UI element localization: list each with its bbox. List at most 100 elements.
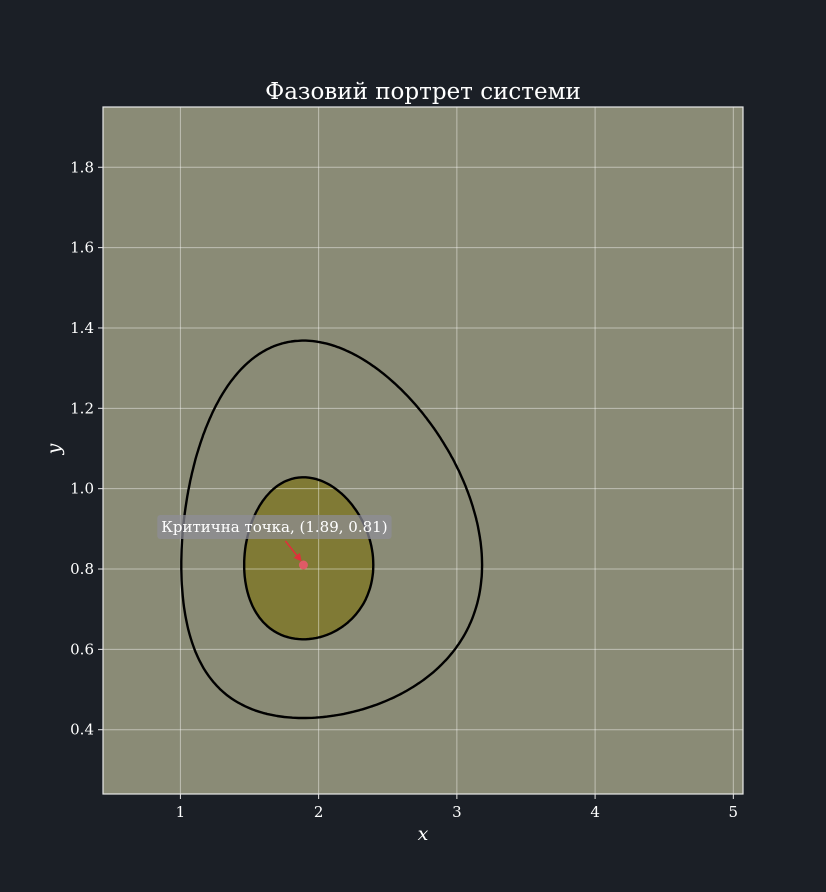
contour-band-cell [373,571,743,574]
contour-band-cell [103,697,743,700]
contour-band-cell [103,699,743,702]
contour-band-cell [103,177,743,180]
contour-band-cell [103,211,743,214]
contour-band-cell [103,547,246,550]
contour-band-cell [103,287,743,290]
contour-band-cell [103,291,743,294]
contour-band-cell [103,311,743,314]
contour-band-cell [103,323,743,326]
contour-band-cell [373,561,743,564]
contour-band-cell [263,621,350,624]
contour-band-cell [103,595,250,598]
critical-point-annotation: Критична точка, (1.89, 0.81) [157,515,392,570]
contour-band-cell [365,525,743,528]
y-tick-label: 1.0 [70,480,94,498]
contour-band-cell [349,501,743,504]
contour-band-cell [353,617,743,620]
contour-band-cell [355,507,743,510]
contour-band-cell [103,343,743,346]
contour-band-cell [103,127,743,130]
contour-band-cell [103,577,246,580]
contour-band-cell [103,385,743,388]
contour-band-cell [103,497,266,500]
contour-band-cell [103,759,743,762]
contour-band-cell [103,507,260,510]
contour-band-cell [103,277,743,280]
contour-band-cell [103,383,743,386]
contour-band-cell [371,587,743,590]
contour-band-cell [371,541,743,544]
contour-band-cell [369,589,743,592]
contour-band-cell [103,627,270,630]
contour-band-cell [259,617,354,620]
contour-band-cell [103,305,743,308]
contour-band-cell [245,563,374,566]
contour-band-cell [103,301,743,304]
contour-band-cell [103,711,743,714]
contour-band-cell [103,365,743,368]
contour-band-cell [103,771,743,774]
contour-band-cell [259,505,354,508]
contour-band-cell [103,319,743,322]
contour-band-cell [103,777,743,780]
contour-band-cell [103,189,743,192]
contour-band-cell [103,555,246,558]
contour-band-cell [103,171,743,174]
x-tick-label: 2 [314,803,324,821]
contour-band-cell [361,605,743,608]
contour-band-cell [103,475,743,478]
contour-band-cell [103,397,743,400]
contour-band-cell [103,509,258,512]
x-axis-ticks: 1 2 3 4 5 [176,794,738,821]
contour-band-cell [103,401,743,404]
y-tick-label: 1.4 [70,319,94,337]
contour-band-cell [103,559,246,562]
contour-band-cell [103,165,743,168]
contour-band-cell [103,237,743,240]
contour-band-cell [103,619,262,622]
contour-band-cell [103,173,743,176]
contour-band-cell [245,545,372,548]
contour-band-cell [103,133,743,136]
contour-band-cell [103,707,743,710]
contour-band-cell [103,221,743,224]
contour-band-cell [103,463,743,466]
contour-band-cell [103,147,743,150]
contour-band-cell [103,213,743,216]
contour-band-cell [103,269,743,272]
contour-band-cell [103,575,246,578]
contour-band-cell [103,649,743,652]
contour-band-cell [103,743,743,746]
contour-band-cell [103,155,743,158]
contour-band-cell [255,611,358,614]
contour-band-cell [103,111,743,114]
contour-band-cell [103,469,743,472]
contour-band-cell [103,569,246,572]
contour-band-cell [103,465,743,468]
contour-band-cell [369,593,743,596]
contour-band-cell [103,327,743,330]
contour-band-cell [349,621,743,624]
contour-band-cell [373,563,743,566]
contour-band-cell [103,775,743,778]
contour-band-cell [103,633,280,636]
contour-band-cell [103,767,743,770]
contour-band-cell [103,667,743,670]
y-tick-label: 0.6 [70,640,94,658]
contour-band-cell [245,559,374,562]
contour-band-cell [103,753,743,756]
contour-band-cell [103,193,743,196]
contour-band-cell [103,139,743,142]
x-tick-label: 1 [176,803,186,821]
contour-band-cell [251,601,366,604]
contour-band-cell [103,589,248,592]
contour-band-cell [103,503,262,506]
contour-band-cell [103,131,743,134]
contour-band-cell [371,585,743,588]
contour-band-cell [103,573,246,576]
contour-band-cell [103,669,743,672]
contour-band-cell [103,563,246,566]
contour-band-cell [103,597,250,600]
contour-band-cell [103,721,743,724]
contour-band-cell [275,487,336,490]
